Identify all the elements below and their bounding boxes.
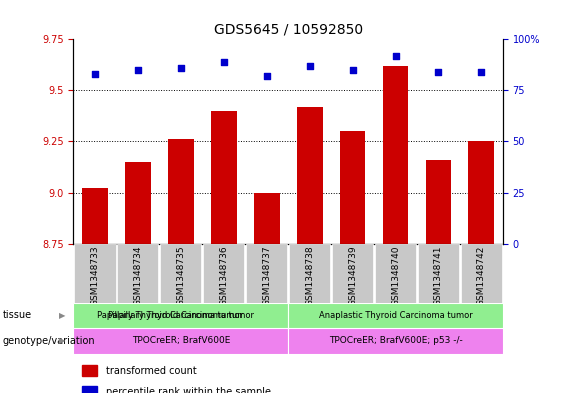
FancyBboxPatch shape <box>73 328 288 354</box>
Text: percentile rank within the sample: percentile rank within the sample <box>106 387 271 393</box>
Point <box>477 69 486 75</box>
Text: ▶: ▶ <box>59 311 66 320</box>
Bar <box>82 386 97 393</box>
Bar <box>340 131 366 244</box>
Text: GSM1348736: GSM1348736 <box>219 245 228 306</box>
Bar <box>425 160 451 244</box>
Bar <box>383 66 408 244</box>
Text: GSM1348740: GSM1348740 <box>391 245 400 306</box>
Text: GSM1348742: GSM1348742 <box>477 245 486 306</box>
Bar <box>468 141 494 244</box>
Point <box>262 73 271 79</box>
Text: TPOCreER; BrafV600E; p53 -/-: TPOCreER; BrafV600E; p53 -/- <box>329 336 462 345</box>
Text: tissue: tissue <box>3 310 32 320</box>
Bar <box>254 193 280 244</box>
Bar <box>168 140 194 244</box>
Point <box>90 71 99 77</box>
Point <box>305 63 314 69</box>
Point <box>434 69 443 75</box>
Text: Anaplastic Thyroid Carcinoma tumor: Anaplastic Thyroid Carcinoma tumor <box>319 311 472 320</box>
Point <box>219 59 228 65</box>
Text: GSM1348739: GSM1348739 <box>348 245 357 306</box>
Text: genotype/variation: genotype/variation <box>3 336 95 346</box>
FancyBboxPatch shape <box>160 244 201 303</box>
FancyBboxPatch shape <box>332 244 373 303</box>
FancyBboxPatch shape <box>288 303 503 328</box>
Text: GSM1348734: GSM1348734 <box>133 245 142 306</box>
FancyBboxPatch shape <box>75 244 115 303</box>
FancyBboxPatch shape <box>375 244 416 303</box>
Bar <box>82 365 97 376</box>
FancyBboxPatch shape <box>289 244 330 303</box>
Bar <box>211 111 237 244</box>
Bar <box>297 107 323 244</box>
Text: Papillary Thyroid Carcinoma tumor: Papillary Thyroid Carcinoma tumor <box>108 311 254 320</box>
Text: Papillary Thyroid Carcinoma tumor: Papillary Thyroid Carcinoma tumor <box>97 311 243 320</box>
Point <box>391 53 400 59</box>
FancyBboxPatch shape <box>418 244 459 303</box>
Text: transformed count: transformed count <box>106 366 197 376</box>
Text: TPOCreER; BrafV600E: TPOCreER; BrafV600E <box>132 336 230 345</box>
Text: GSM1348737: GSM1348737 <box>262 245 271 306</box>
Text: ▶: ▶ <box>59 336 66 345</box>
Text: GSM1348733: GSM1348733 <box>90 245 99 306</box>
Title: GDS5645 / 10592850: GDS5645 / 10592850 <box>214 23 363 37</box>
Point <box>348 67 357 73</box>
Bar <box>125 162 151 244</box>
FancyBboxPatch shape <box>118 244 158 303</box>
FancyBboxPatch shape <box>288 328 503 354</box>
FancyBboxPatch shape <box>461 244 502 303</box>
FancyBboxPatch shape <box>73 303 288 328</box>
Text: GSM1348741: GSM1348741 <box>434 245 443 306</box>
FancyBboxPatch shape <box>246 244 287 303</box>
Bar <box>82 189 108 244</box>
Point <box>133 67 142 73</box>
Text: GSM1348738: GSM1348738 <box>305 245 314 306</box>
Text: GSM1348735: GSM1348735 <box>176 245 185 306</box>
Point <box>176 65 185 71</box>
FancyBboxPatch shape <box>203 244 244 303</box>
